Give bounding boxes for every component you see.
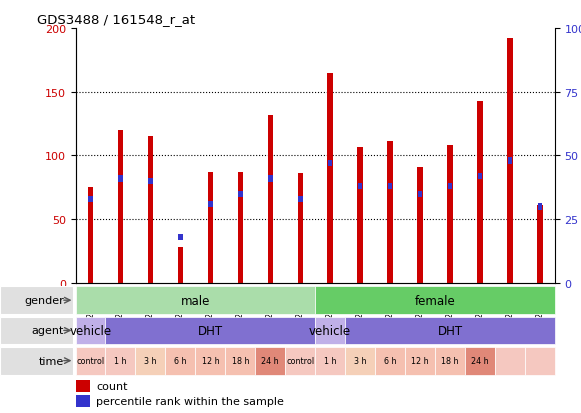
Bar [88,188,93,283]
Bar [268,115,273,283]
Bar [388,142,393,283]
Bar [315,347,345,375]
Bar [268,176,272,182]
Bar [508,158,512,164]
Text: female: female [415,294,456,307]
Text: GDS3488 / 161548_r_at: GDS3488 / 161548_r_at [37,13,195,26]
Bar [298,196,303,202]
Bar [88,196,93,202]
Text: DHT: DHT [198,324,223,337]
Bar [357,147,363,283]
Text: 12 h: 12 h [411,356,429,365]
Bar [208,201,213,208]
Bar [0,317,73,344]
Bar [207,173,213,283]
Text: agent: agent [31,325,64,336]
Bar [285,347,315,375]
Bar [225,347,255,375]
Text: time: time [39,356,64,366]
Bar [495,347,525,375]
Bar [375,347,405,375]
Bar [525,347,555,375]
Bar [328,161,332,167]
Bar [507,39,512,283]
Text: DHT: DHT [437,324,462,337]
Bar [388,183,392,190]
Text: control: control [77,356,105,365]
Text: 1 h: 1 h [114,356,127,365]
Bar [345,317,555,344]
Bar [477,102,483,283]
Bar [238,191,243,197]
Bar [148,137,153,283]
Text: 6 h: 6 h [384,356,396,365]
Bar [447,146,453,283]
Bar [405,347,435,375]
Bar [106,347,135,375]
Text: gender: gender [24,295,64,306]
Bar [135,347,166,375]
Bar [76,317,106,344]
Bar [465,347,495,375]
Bar [76,287,315,314]
Bar [76,380,90,392]
Bar [418,191,422,197]
Bar [255,347,285,375]
Bar [238,173,243,283]
Bar [435,347,465,375]
Text: 24 h: 24 h [261,356,279,365]
Text: 3 h: 3 h [354,356,367,365]
Text: percentile rank within the sample: percentile rank within the sample [96,396,284,406]
Text: vehicle: vehicle [309,324,352,337]
Bar [537,204,542,210]
Bar [478,173,482,180]
Bar [537,206,543,283]
Bar [345,347,375,375]
Bar [0,347,73,375]
Bar [297,174,303,283]
Bar [417,168,423,283]
Bar [166,347,195,375]
Bar [358,183,363,190]
Text: control: control [286,356,314,365]
Bar [195,347,225,375]
Bar [148,178,153,185]
Bar [328,74,333,283]
Bar [0,287,73,314]
Text: male: male [181,294,210,307]
Bar [178,248,183,283]
Bar [178,234,182,241]
Bar [118,176,123,182]
Text: vehicle: vehicle [70,324,112,337]
Bar [76,395,90,407]
Bar [315,287,555,314]
Text: 3 h: 3 h [144,356,157,365]
Text: 18 h: 18 h [441,356,459,365]
Bar [118,131,123,283]
Bar [106,317,315,344]
Bar [315,317,345,344]
Text: 1 h: 1 h [324,356,336,365]
Text: count: count [96,381,128,391]
Bar [448,183,452,190]
Text: 18 h: 18 h [232,356,249,365]
Text: 12 h: 12 h [202,356,219,365]
Text: 6 h: 6 h [174,356,187,365]
Bar [76,347,106,375]
Text: 24 h: 24 h [471,356,489,365]
